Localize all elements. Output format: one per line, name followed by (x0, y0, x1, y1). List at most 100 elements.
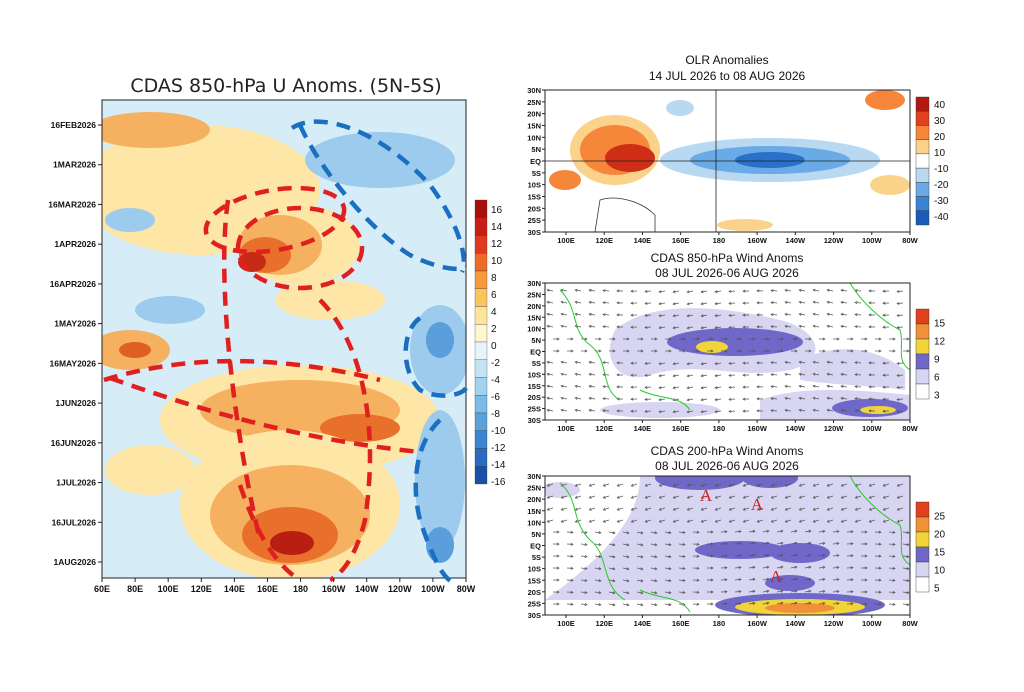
wind-vector-head (766, 349, 770, 353)
wind-vector (799, 495, 806, 499)
wind-vector (832, 530, 840, 533)
wind-vector (799, 325, 806, 328)
wind-vector (771, 507, 778, 511)
wind-vector-head (822, 529, 826, 533)
wind-vector (644, 386, 652, 388)
wind-vector-head (584, 578, 588, 582)
wind-vector (827, 325, 834, 328)
wind-vector-head (742, 397, 746, 401)
wind-vector-head (836, 578, 840, 582)
wind-vector (743, 519, 750, 523)
olr-panel: OLR Anomalies 14 JUL 2026 to 08 AUG 2026… (527, 53, 949, 245)
wind-vector-head (868, 397, 872, 401)
wind-vector (617, 507, 624, 511)
wind-vector (734, 591, 742, 593)
wind-vector (659, 362, 666, 365)
wind-vector-head (588, 396, 592, 400)
wind-vector (575, 507, 582, 511)
wind-vector (659, 374, 666, 377)
wind-vector-head (714, 483, 718, 487)
wind-vector-head (798, 483, 802, 487)
wind-vector (855, 495, 862, 499)
wind-vector (841, 373, 848, 376)
wind-speed-region (545, 476, 910, 600)
wind-vector (636, 591, 643, 594)
hovmoller-frame (101, 99, 467, 579)
wind-vector-head (640, 337, 644, 341)
x-tick-label: 140E (634, 236, 652, 245)
wind-vector-head (630, 397, 634, 401)
wind-vector (589, 301, 596, 304)
wind-vector-head (584, 337, 588, 341)
wind-vector-head (882, 301, 886, 305)
wind-vector (790, 578, 797, 581)
wind-vector-head (808, 577, 812, 581)
wind-vector-head (654, 337, 658, 341)
wind-vector (659, 519, 666, 523)
y-tick-label: EQ (530, 348, 541, 357)
y-tick-label: 5S (532, 169, 541, 178)
wind-vector-head (794, 589, 798, 593)
wind-vector-head (798, 288, 802, 292)
wind-vector-head (560, 384, 564, 388)
wind-vector-head (658, 362, 662, 366)
wind-vector-head (780, 541, 784, 545)
wind-vector (659, 314, 666, 317)
wind-vector (896, 374, 904, 377)
wind-vector (776, 602, 783, 605)
wind-vector-head (752, 337, 756, 341)
wind-vector-head (574, 483, 578, 487)
wind-vector-head (668, 555, 672, 559)
wind-vector-head (770, 519, 774, 523)
wind-vector (678, 543, 686, 545)
anomaly-region (426, 322, 454, 358)
wind-vector (673, 483, 680, 487)
wind-vector-head (584, 566, 588, 570)
wind-vector-head (588, 312, 592, 316)
wind-vector (813, 361, 820, 364)
wind-vector (602, 290, 610, 292)
wind-vector-head (584, 349, 588, 353)
olr-subtitle: 14 JUL 2026 to 08 AUG 2026 (649, 69, 806, 83)
wind-vector (673, 410, 680, 413)
wind-vector (827, 301, 834, 304)
wind-vector-head (738, 530, 742, 534)
wind-vector-head (798, 384, 802, 388)
wind-vector (701, 495, 708, 499)
wind-vector-head (878, 590, 882, 594)
wind850-y-axis: 30N 25N 20N 15N 10N 5N EQ 5S 10S 15S 20S 25S 30S (527, 279, 545, 425)
wind-vector-head (644, 495, 648, 499)
wind-vector-head (896, 483, 900, 487)
wind-vector-head (798, 408, 802, 412)
wind-vector (659, 410, 666, 413)
wind-vector-head (896, 361, 900, 365)
wind-vector-head (654, 349, 658, 353)
wind-vector (644, 410, 652, 412)
wind-vector (608, 579, 615, 582)
wind-vector-head (850, 349, 854, 353)
y-tick-label: 1JUN2026 (55, 398, 96, 408)
colorbar-swatch (915, 516, 930, 533)
wind-vector-head (906, 591, 910, 595)
wind-vector-head (630, 519, 634, 523)
wind-vector (715, 519, 722, 523)
wind-vector-head (626, 603, 630, 607)
wind-vector (854, 362, 862, 364)
wind-vector-head (672, 519, 676, 523)
wind-vector-head (630, 301, 634, 305)
wind-vector-head (546, 300, 550, 304)
wind-vector-head (658, 495, 662, 499)
wind-vector (650, 555, 657, 558)
wind-vector-head (864, 602, 868, 606)
wind-vector (818, 566, 825, 569)
wind-vector (673, 386, 680, 389)
wind-vector (762, 566, 769, 569)
x-tick-label: 140W (355, 584, 379, 594)
wind-vector-head (868, 483, 872, 487)
red-annotation-lines (103, 185, 421, 583)
hovmoller-y-axis: 16FEB2026 1MAR2026 16MAR2026 1APR2026 16APR2… (48, 120, 102, 567)
x-tick-label: 120W (824, 236, 845, 245)
x-tick-label: 80W (902, 424, 918, 433)
colorbar-label: -10 (934, 164, 949, 175)
wind-vector-head (882, 385, 886, 389)
